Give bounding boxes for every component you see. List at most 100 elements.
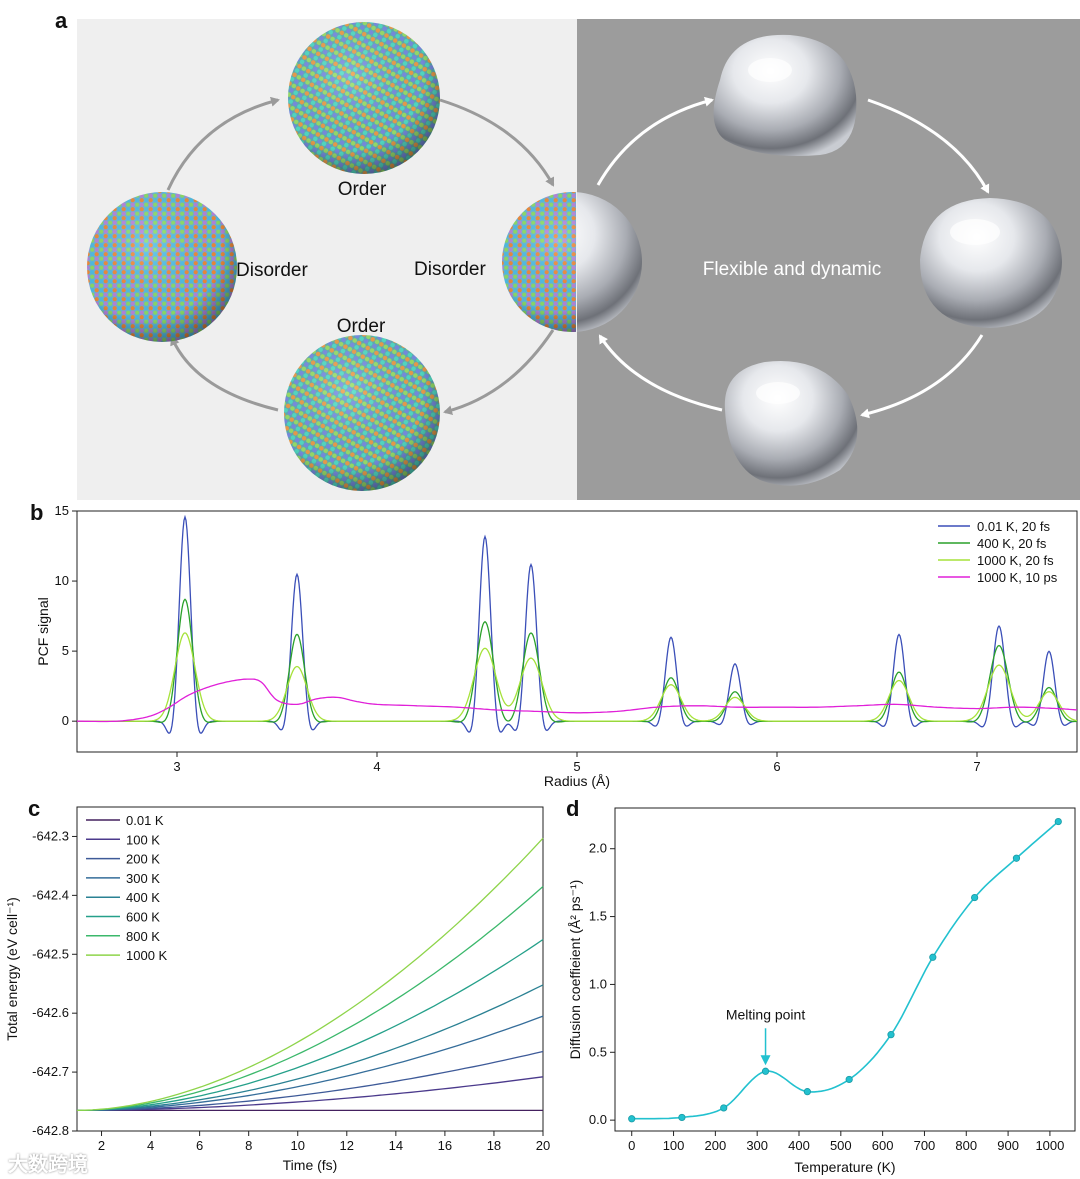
chart-b-xtick-label: 7 [973,759,980,774]
chart-c-legend-label: 300 K [126,871,160,886]
chart-b-legend-label: 1000 K, 20 fs [977,553,1054,568]
chart-d-ytick-label: 0.0 [589,1112,607,1127]
chart-d-ytick-label: 1.0 [589,976,607,991]
panel-letter-d: d [566,796,580,821]
chart-b-xtick-label: 5 [573,759,580,774]
liquid-droplet-top [713,34,857,156]
chart-b-ytick-label: 15 [55,503,69,518]
crystal-sphere-disorder-center [502,192,576,332]
chart-d-point [845,1075,853,1084]
chart-d-point [1054,817,1062,826]
chart-d-xtick-label: 1000 [1035,1138,1064,1153]
chart-c-xtick-label: 20 [536,1138,550,1153]
chart-d-point [628,1115,636,1123]
chart-b-series-2 [77,632,1077,722]
chart-c-series-2 [77,1050,544,1112]
arrow-liquid-1 [596,96,714,186]
label-disorder-center: Disorder [414,259,486,280]
chart-d-point [761,1067,770,1075]
chart-b-ytick-label: 5 [62,643,69,658]
chart-c-series-1 [77,1076,544,1112]
chart-b-legend-label: 0.01 K, 20 fs [977,519,1050,534]
chart-d-xtick-label: 300 [746,1138,768,1153]
chart-b-xtick-label: 6 [773,759,780,774]
chart-c-frame [76,806,544,1132]
panel-letter-c: c [28,796,41,821]
chart-d-ylabel: Diffusion coeffieient (Å² ps⁻¹) [567,880,583,1060]
chart-c-xtick-label: 18 [487,1138,501,1153]
chart-c-xtick-label: 12 [340,1138,354,1153]
chart-c-legend-label: 0.01 K [126,813,164,828]
chart-c-legend-label: 600 K [126,910,160,925]
chart-b-xtick-label: 3 [173,759,180,774]
crystal-sphere-order-bottom [284,335,440,491]
arrow-order-to-disorder [439,98,555,187]
chart-c-legend-label: 100 K [126,832,160,847]
chart-d-frame [614,807,1076,1132]
chart-b-plot-area [77,514,1077,734]
chart-d-point [887,1031,895,1039]
chart-d-ytick-label: 1.5 [589,909,607,924]
label-order-bottom: Order [337,316,386,337]
chart-d-xtick-label: 0 [628,1138,635,1153]
chart-c-xtick-label: 4 [147,1138,154,1153]
chart-c-legend-label: 400 K [126,890,160,905]
arrow-disorder-to-order [166,96,280,191]
chart-b-ytick-label: 10 [55,573,69,588]
liquid-droplet-bottom [724,360,858,486]
chart-c-xtick-label: 8 [245,1138,252,1153]
arrow-order-to-disorder-bottom [170,336,279,412]
arrow-liquid-3 [860,334,984,419]
chart-d-xtick-label: 100 [663,1138,685,1153]
chart-b-xtick-label: 4 [373,759,380,774]
arrow-liquid-2 [867,98,990,194]
chart-d-xtick-label: 400 [788,1138,810,1153]
chart-c-xtick-label: 16 [438,1138,452,1153]
arrow-disorder-to-order-bottom [443,329,555,416]
chart-c-ytick-label: -642.7 [32,1064,69,1079]
chart-c-series-6 [76,886,544,1112]
panel-a-schematic: Order Disorder Disorder Order Flexible a… [77,19,1080,500]
arrow-liquid-4 [598,334,723,412]
crystal-sphere-disorder-left [87,192,237,342]
chart-d-point [971,893,979,902]
chart-c-xtick-label: 14 [389,1138,403,1153]
chart-d-point [720,1104,728,1112]
chart-d-ytick-label: 0.5 [589,1044,607,1059]
watermark-text: 大数跨境 [8,1154,88,1176]
chart-d-point [678,1113,686,1122]
chart-c-series-5 [76,938,544,1112]
liquid-droplet-right [920,198,1062,328]
chart-c-legend-label: 800 K [126,929,160,944]
chart-d-xtick-label: 600 [872,1138,894,1153]
chart-d-annotation: Melting point [726,1006,805,1022]
chart-b-legend-label: 1000 K, 10 ps [977,570,1058,585]
chart-d-ytick-label: 2.0 [589,841,607,856]
chart-c-series-7 [76,837,544,1112]
chart-d-xtick-label: 800 [955,1138,977,1153]
chart-d-xtick-label: 700 [914,1138,936,1153]
chart-b-legend-label: 400 K, 20 fs [977,536,1047,551]
chart-d-annotation-arrow-head [760,1055,771,1066]
label-flexible-dynamic: Flexible and dynamic [703,259,881,280]
chart-c-ytick-label: -642.6 [32,1005,69,1020]
chart-d-xtick-label: 200 [705,1138,727,1153]
chart-c-series-3 [76,1015,544,1112]
chart-c-ylabel: Total energy (eV cell⁻¹) [4,897,20,1041]
chart-c-series-4 [76,984,544,1112]
chart-c-legend-label: 1000 K [126,948,168,963]
chart-b-ytick-label: 0 [62,713,69,728]
chart-d-xlabel: Temperature (K) [794,1159,895,1175]
panel-letter-a: a [55,8,68,33]
label-order-top: Order [338,179,387,200]
chart-d-xtick-label: 500 [830,1138,852,1153]
label-disorder-left: Disorder [236,260,308,281]
chart-b-series-3 [77,678,1077,723]
chart-c-ytick-label: -642.5 [32,946,69,961]
chart-b-ylabel: PCF signal [35,597,51,665]
chart-d-point [1012,854,1021,862]
chart-c-ytick-label: -642.8 [32,1123,69,1138]
panel-letter-b: b [30,500,44,525]
